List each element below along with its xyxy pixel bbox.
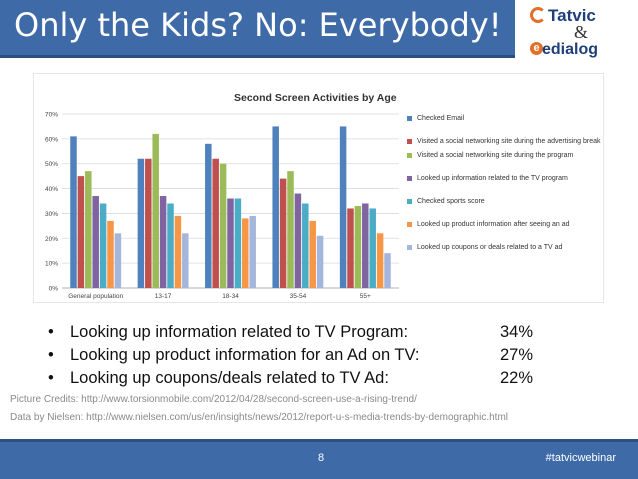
legend-item: Checked sports score (407, 197, 602, 206)
legend-item: Visited a social networking site during … (407, 151, 602, 160)
bar (137, 158, 145, 288)
bar (302, 203, 309, 288)
bar (316, 235, 324, 288)
bar (294, 193, 302, 288)
bar (242, 218, 249, 288)
x-tick-label: 13-17 (155, 293, 172, 300)
bullet-value: 34% (500, 323, 534, 341)
x-tick-label: General population (68, 293, 123, 300)
y-tick-label: 60% (45, 136, 58, 143)
bar (159, 196, 167, 288)
bar (234, 198, 242, 288)
bar (339, 126, 347, 289)
bullet-item: • Looking up coupons/deals related to TV… (48, 369, 608, 392)
y-tick-label: 70% (45, 112, 58, 119)
bar (205, 143, 212, 288)
legend-swatch (407, 245, 412, 250)
slide-title: Only the Kids? No: Everybody! (14, 6, 502, 44)
legend-swatch (407, 199, 412, 204)
legend-swatch (407, 222, 412, 227)
y-tick-label: 20% (45, 236, 58, 243)
legend-swatch (407, 153, 412, 158)
bullet-value: 27% (500, 346, 534, 364)
legend-label: Looked up coupons or deals related to a … (417, 244, 563, 251)
legend-label: Checked Email (417, 115, 465, 122)
legend-item: Visited a social networking site during … (407, 137, 602, 146)
chart-title: Second Screen Activities by Age (234, 92, 397, 104)
bar (249, 215, 256, 288)
chart-legend: Checked Email Visited a social networking… (407, 114, 602, 266)
bar (384, 253, 391, 288)
y-tick-label: 10% (45, 261, 58, 268)
bullet-text: Looking up information related to TV Pro… (70, 323, 409, 341)
bar (362, 203, 369, 288)
bar (107, 220, 114, 288)
legend-label: Visited a social networking site during … (417, 138, 601, 145)
bar (70, 136, 77, 288)
footer-hashtag: #tatvicwebinar (545, 452, 616, 464)
bullet-text: Looking up coupons/deals related to TV A… (70, 369, 389, 387)
chart-canvas: Second Screen Activities by Age 0% 10% 20%… (45, 92, 399, 300)
y-tick-label: 50% (45, 161, 58, 168)
x-tick-label: 35-54 (290, 293, 307, 300)
bullet-item: • Looking up information related to TV P… (48, 323, 608, 346)
bar (77, 176, 85, 288)
bar (309, 220, 316, 288)
company-logo: Tatvic & e edialog (530, 4, 635, 62)
x-tick-label: 18-34 (222, 293, 239, 300)
logo-edialog-text: edialog (542, 41, 599, 58)
legend-swatch (407, 139, 412, 144)
bar (376, 233, 384, 288)
legend-item: Looked up product information after seei… (407, 220, 602, 229)
bar (347, 208, 354, 288)
bar (85, 171, 92, 288)
bar (182, 233, 189, 288)
footer-bar: 8 #tatvicwebinar (0, 439, 638, 479)
bar (369, 208, 376, 288)
logo-ampersand-text: & (574, 22, 589, 42)
bullet-text: Looking up product information for an Ad… (70, 346, 420, 364)
bullet-dot: • (48, 346, 54, 364)
x-tick-label: 55+ (360, 293, 371, 300)
legend-label: Checked sports score (417, 198, 485, 205)
bullet-dot: • (48, 369, 54, 387)
legend-item: Looked up information related to the TV … (407, 174, 602, 183)
bar (145, 158, 152, 288)
picture-credit: Picture Credits: http://www.torsionmobil… (10, 394, 417, 405)
bar (167, 203, 174, 288)
bullet-list: • Looking up information related to TV P… (48, 323, 608, 392)
bar (227, 198, 234, 288)
bar (354, 205, 362, 288)
bar (272, 126, 279, 289)
bar (212, 158, 219, 288)
bar (174, 215, 182, 288)
legend-swatch (407, 116, 412, 121)
bar (287, 171, 294, 288)
legend-label: Looked up information related to the TV … (417, 175, 568, 182)
legend-item: Checked Email (407, 114, 602, 123)
bar-chart: Second Screen Activities by Age 0% 10% 20%… (33, 73, 604, 303)
edialog-logo-icon: e (530, 42, 543, 55)
legend-label: Visited a social networking site during … (417, 152, 574, 159)
logo-tatvic-text: Tatvic (548, 6, 596, 25)
bar (279, 178, 287, 288)
title-bar: Only the Kids? No: Everybody! (0, 0, 515, 58)
data-credit: Data by Nielsen: http://www.nielsen.com/… (10, 412, 509, 423)
y-tick-label: 40% (45, 186, 58, 193)
tatvic-logo-icon (530, 7, 546, 23)
y-tick-label: 30% (45, 211, 58, 218)
page-number: 8 (318, 452, 325, 464)
bar (114, 233, 122, 288)
y-tick-label: 0% (49, 286, 59, 293)
bullet-dot: • (48, 323, 54, 341)
legend-swatch (407, 176, 412, 181)
bar (219, 163, 227, 288)
bar (152, 133, 159, 288)
legend-item: Looked up coupons or deals related to a … (407, 243, 602, 252)
bar (99, 203, 107, 288)
bar (92, 196, 99, 288)
bullet-value: 22% (500, 369, 534, 387)
bullet-item: • Looking up product information for an … (48, 346, 608, 369)
legend-label: Looked up product information after seei… (417, 221, 570, 228)
